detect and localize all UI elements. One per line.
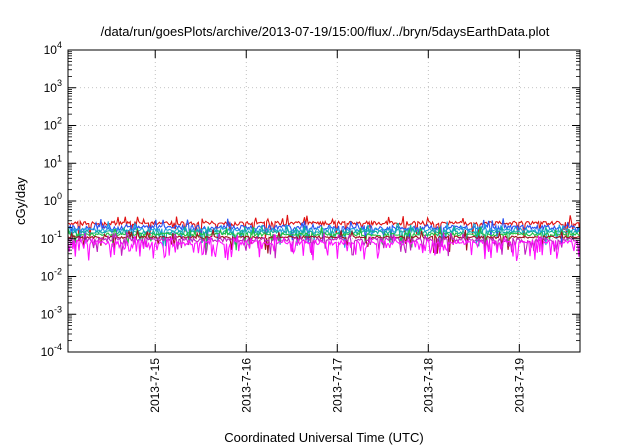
x-tick-label: 2013-7-19 [512, 358, 526, 413]
series-line-1 [68, 214, 581, 242]
x-axis-title: Coordinated Universal Time (UTC) [224, 430, 423, 445]
y-tick-label: 10-2 [41, 267, 62, 284]
y-tick-label: 101 [44, 153, 62, 170]
x-axis-tick-labels: 2013-7-15 2013-7-16 2013-7-17 2013-7-18 2013… [148, 358, 526, 413]
axis-ticks [68, 49, 580, 353]
x-tick-label: 2013-7-17 [330, 358, 344, 413]
series-line-8 [67, 234, 581, 262]
y-tick-label: 10-4 [41, 342, 62, 359]
series-group [67, 214, 581, 262]
x-tick-label: 2013-7-16 [239, 358, 253, 413]
x-tick-label: 2013-7-15 [148, 358, 162, 413]
grid-lines [68, 50, 580, 352]
y-tick-label: 10-1 [41, 229, 62, 246]
y-tick-label: 103 [44, 78, 62, 95]
y-tick-label: 104 [44, 40, 62, 57]
chart-title: /data/run/goesPlots/archive/2013-07-19/1… [101, 24, 550, 39]
y-tick-label: 100 [44, 191, 62, 208]
series-line-4 [67, 223, 581, 247]
series-line-7 [67, 231, 581, 259]
y-tick-label: 10-3 [41, 304, 62, 321]
y-axis-title: cGy/day [13, 177, 28, 225]
x-tick-label: 2013-7-18 [421, 358, 435, 413]
y-axis-tick-labels: 10-4 10-3 10-2 10-1 100 101 102 103 104 [41, 40, 62, 359]
y-tick-label: 102 [44, 116, 62, 133]
